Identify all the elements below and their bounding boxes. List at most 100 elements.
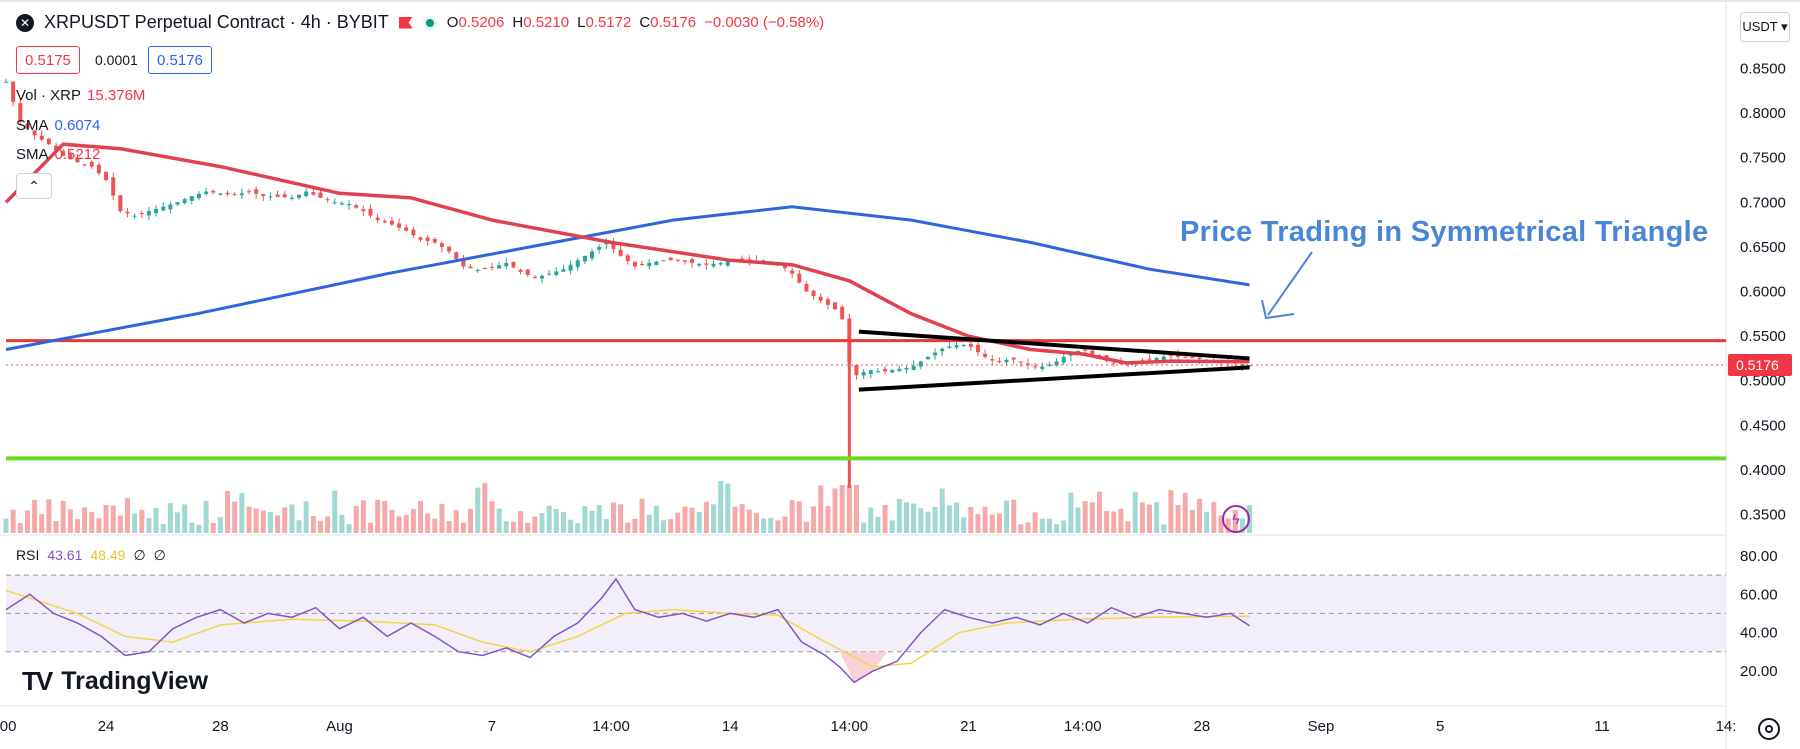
volume-bar <box>1204 511 1210 533</box>
candle-body <box>368 208 373 216</box>
candle-body <box>239 193 244 196</box>
lightning-icon[interactable]: ϟ <box>1222 505 1250 533</box>
candle-body <box>347 204 352 206</box>
volume-bars <box>3 481 1253 533</box>
candle-body <box>640 263 645 265</box>
candle-body <box>682 260 687 262</box>
candle-body <box>1061 356 1066 363</box>
volume-bar <box>446 520 452 533</box>
candle-body <box>811 290 816 296</box>
candle-body <box>575 260 580 267</box>
candle-body <box>475 270 480 272</box>
candle-body <box>540 275 545 279</box>
volume-bar <box>768 517 774 533</box>
candle-body <box>82 164 87 166</box>
candle-body <box>104 171 109 180</box>
candle-body <box>997 360 1002 363</box>
volume-bar <box>861 522 867 533</box>
volume-bar <box>846 485 852 533</box>
candle-body <box>718 262 723 265</box>
candle-body <box>111 177 116 196</box>
volume-bar <box>610 502 616 533</box>
chart-lines <box>4 78 1726 684</box>
volume-bar <box>582 506 588 533</box>
candle-body <box>297 194 302 198</box>
volume-bar <box>1096 491 1102 533</box>
volume-bar <box>625 522 631 533</box>
volume-bar <box>1132 492 1138 533</box>
candle-body <box>1054 361 1059 366</box>
buy-price-button[interactable]: 0.5176 <box>148 46 212 74</box>
currency-select[interactable]: USDT ▾ <box>1740 12 1790 42</box>
candle-body <box>268 196 273 198</box>
volume-bar <box>82 507 88 533</box>
collapse-legend-button[interactable]: ⌃ <box>16 173 52 199</box>
sell-price-button[interactable]: 0.5175 <box>16 46 80 74</box>
candle-body <box>547 273 552 275</box>
volume-bar <box>146 518 152 533</box>
volume-bar <box>875 516 881 533</box>
volume-bar <box>246 506 252 533</box>
volume-bar <box>510 521 516 533</box>
current-price-tag <box>1728 354 1792 377</box>
candle-body <box>232 194 237 196</box>
candle-body <box>975 344 980 353</box>
flag-icon[interactable] <box>398 16 413 29</box>
volume-bar <box>1082 501 1088 533</box>
rsi-ma-line <box>5 589 1250 668</box>
candle-body <box>54 145 59 151</box>
volume-bar <box>739 503 745 533</box>
price-tick-label: 0.8000 <box>1740 105 1786 122</box>
candle-body <box>861 372 866 376</box>
volume-legend[interactable]: Vol · XRP 15.376M <box>16 87 146 104</box>
candle-body <box>661 260 666 262</box>
volume-bar <box>689 507 695 533</box>
volume-bar <box>10 509 16 533</box>
candle-body <box>1033 366 1038 368</box>
candle-body <box>61 150 66 156</box>
market-status-icon[interactable] <box>422 15 437 30</box>
time-tick-label: 7 <box>488 718 496 735</box>
volume-bar <box>639 498 645 533</box>
annotation-text: Price Trading in Symmetrical Triangle <box>1180 216 1709 248</box>
spread-value: 0.0001 <box>95 52 138 68</box>
volume-bar <box>375 499 381 533</box>
candle-body <box>489 266 494 268</box>
volume-bar <box>982 506 988 533</box>
symbol-title[interactable]: XRPUSDT Perpetual Contract · 4h · BYBIT <box>44 12 389 32</box>
tradingview-logo-icon: TV <box>22 666 53 696</box>
volume-bar <box>568 519 574 533</box>
volume-bar <box>267 511 273 533</box>
volume-bar <box>117 515 123 533</box>
volume-bar <box>818 485 824 533</box>
rsi-legend[interactable]: RSI 43.61 48.49 ∅ ∅ <box>16 547 166 563</box>
settings-gear-icon[interactable] <box>1758 718 1780 740</box>
candle-body <box>1018 361 1023 363</box>
volume-bar <box>1004 500 1010 533</box>
volume-bar <box>553 509 559 533</box>
candle-body <box>1147 358 1152 360</box>
candle-body <box>675 259 680 261</box>
candle-body <box>404 227 409 231</box>
candle-body <box>983 353 988 357</box>
rsi-tick-label: 80.00 <box>1740 548 1778 565</box>
candle-body <box>968 343 973 347</box>
rsi-oversold-fill <box>839 651 888 683</box>
annotation-arrow-line <box>1267 251 1313 316</box>
candle-body <box>940 348 945 352</box>
sma-short-legend[interactable]: SMA 0.5212 <box>16 146 101 163</box>
tradingview-logo[interactable]: TV TradingView <box>22 666 209 696</box>
volume-bar <box>696 511 702 533</box>
sma-long-legend[interactable]: SMA 0.6074 <box>16 117 101 134</box>
candle-body <box>618 249 623 256</box>
volume-bar <box>160 524 166 533</box>
price-tick-label: 0.3500 <box>1740 507 1786 524</box>
volume-bar <box>1161 524 1167 533</box>
time-tick-label: 5 <box>1436 718 1444 735</box>
candle-body <box>590 251 595 259</box>
candle-body <box>947 346 952 348</box>
candle-body <box>289 197 294 199</box>
volume-bar <box>389 509 395 533</box>
volume-bar <box>175 512 181 533</box>
